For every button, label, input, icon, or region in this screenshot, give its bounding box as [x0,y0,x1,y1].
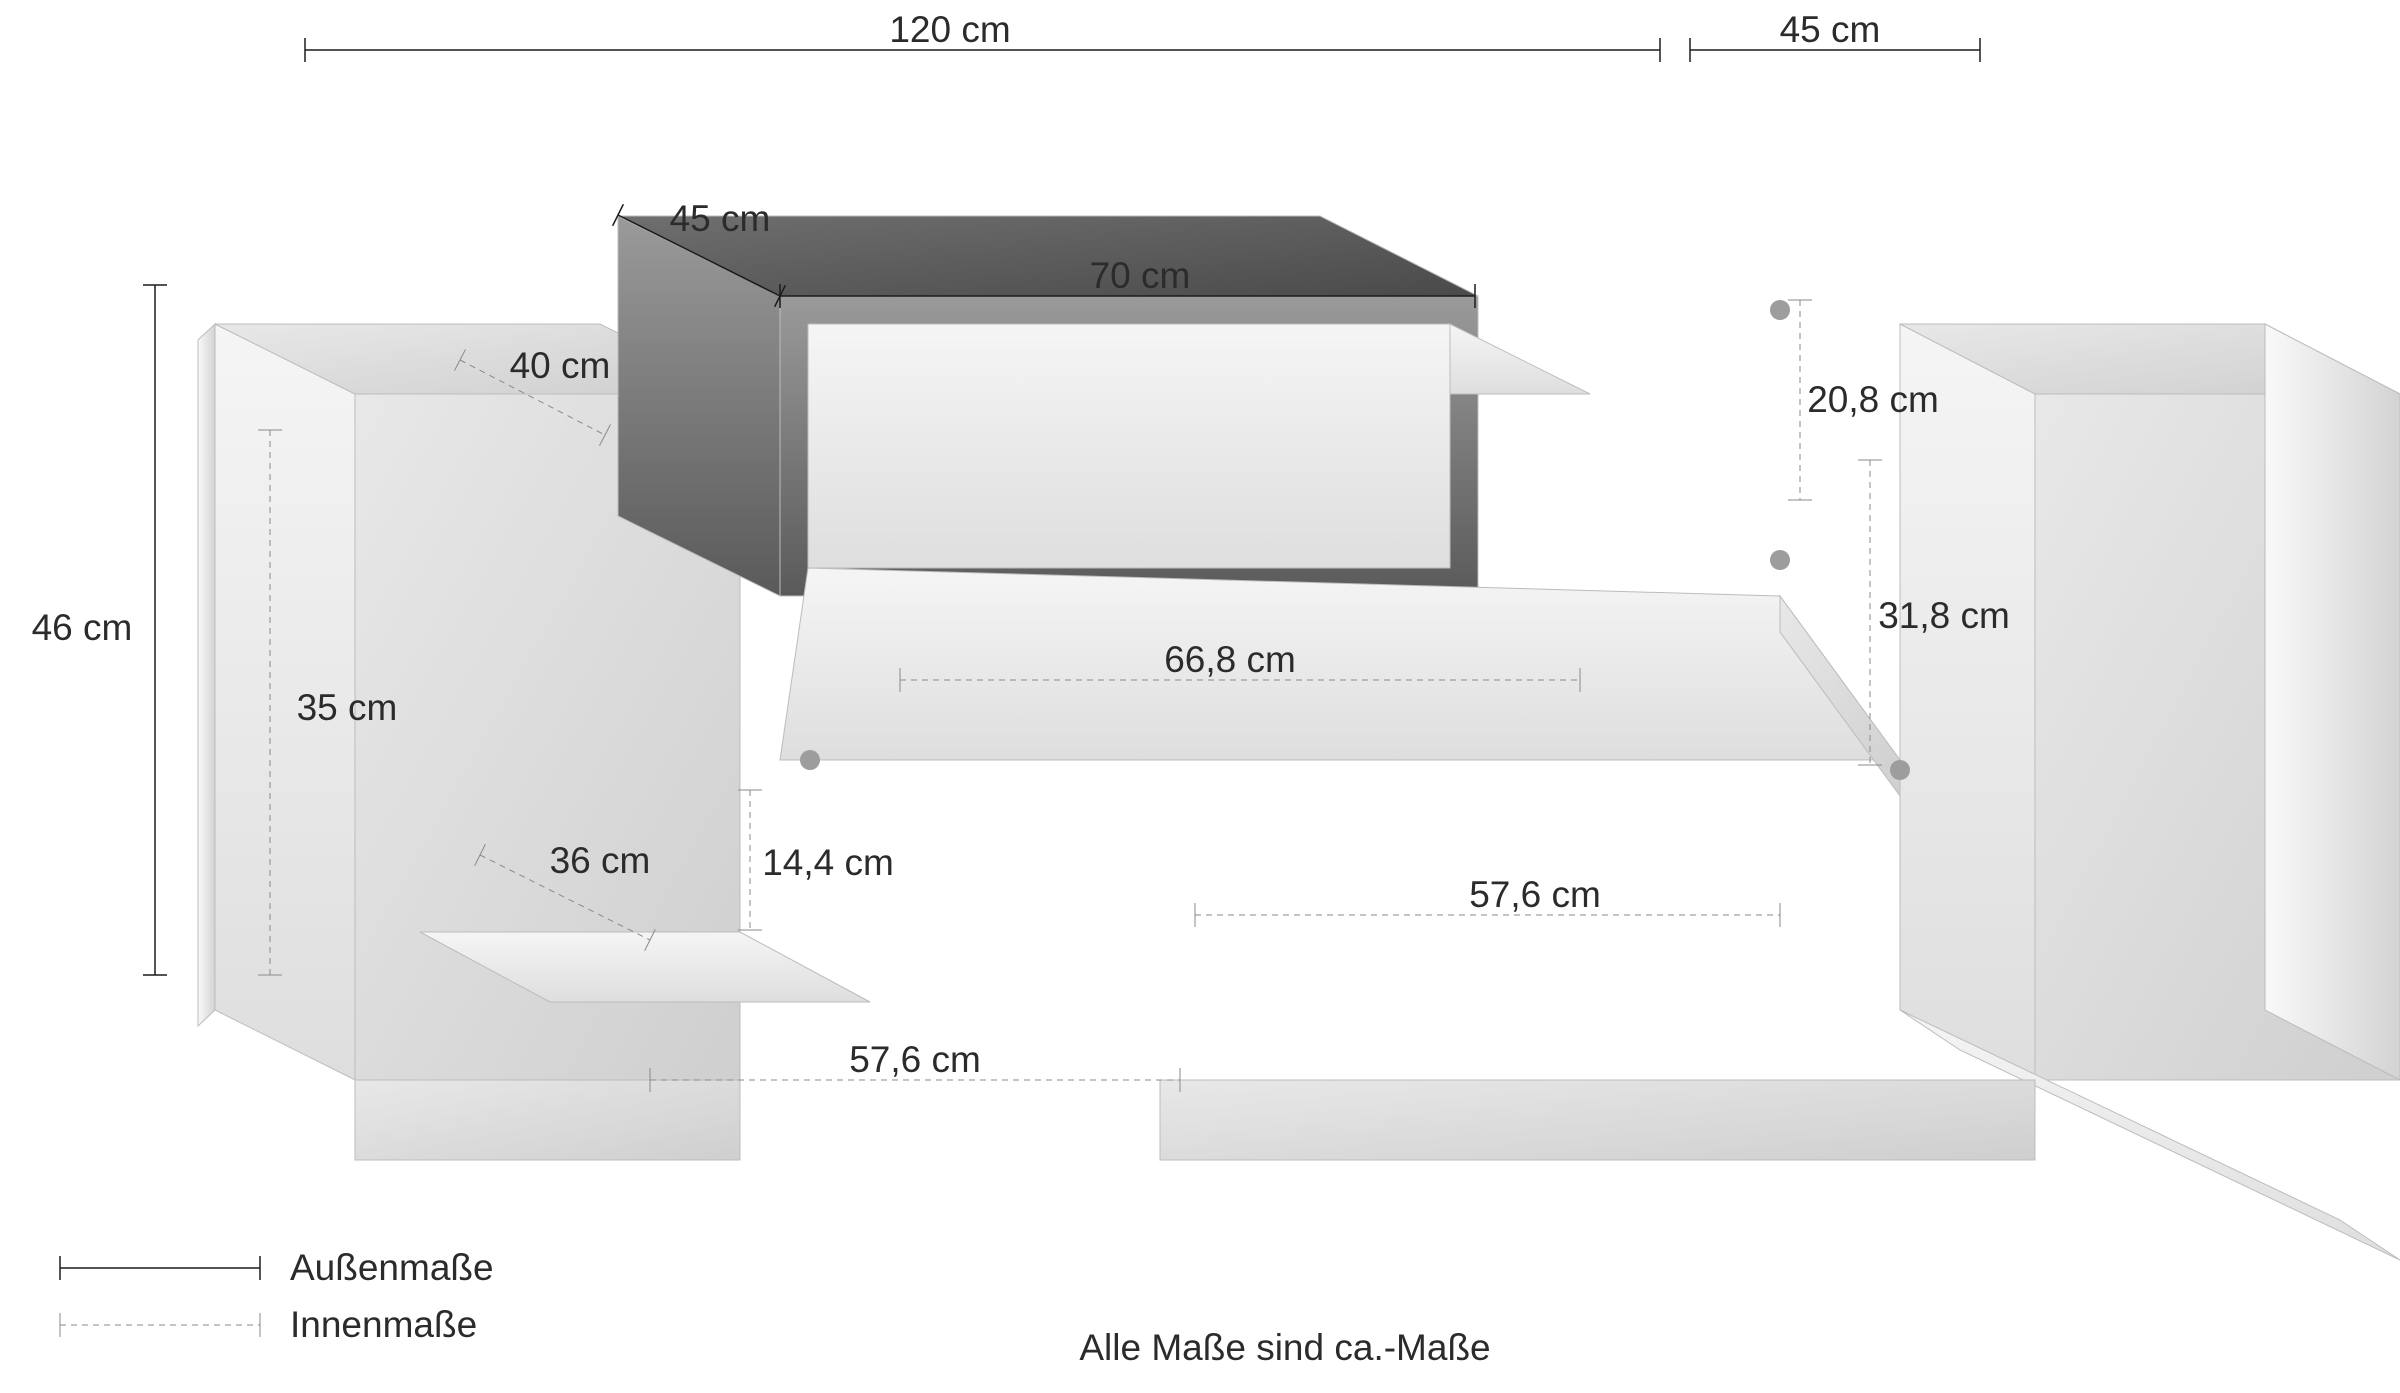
dim-label: 35 cm [297,687,398,728]
legend-label-inner: Innenmaße [290,1304,477,1345]
dim-label: 57,6 cm [1469,874,1601,915]
dim-label: 45 cm [1780,9,1881,50]
dim-label: 36 cm [550,840,651,881]
dimension-diagram: 120 cm 45 cm 45 cm 70 cm 40 cm 66,8 cm 57,6 cm… [0,0,2400,1393]
dim-label: 66,8 cm [1164,639,1296,680]
hinge-icon [1890,760,1910,780]
furniture-face [198,324,215,1026]
furniture-face [1160,1080,2035,1160]
dim-label: 57,6 cm [849,1039,981,1080]
dim-label: 45 cm [670,198,771,239]
dim-label: 14,4 cm [762,842,894,883]
dim-label: 20,8 cm [1807,379,1939,420]
hinge-icon [1770,300,1790,320]
footer-note: Alle Maße sind ca.-Maße [1079,1327,1490,1368]
furniture-face [808,324,1450,568]
legend-label-outer: Außenmaße [290,1247,494,1288]
hinge-icon [1770,550,1790,570]
dim-label: 120 cm [889,9,1010,50]
furniture-face [355,1080,740,1160]
hinge-icon [800,750,820,770]
dim-label: 40 cm [510,345,611,386]
furniture-face [1900,324,2035,1080]
furniture-face [2265,324,2400,1080]
legend: Außenmaße Innenmaße [60,1247,494,1345]
furniture-face [780,568,1900,760]
dim-label: 70 cm [1090,255,1191,296]
dim-label: 31,8 cm [1878,595,2010,636]
dim-label: 46 cm [32,607,133,648]
